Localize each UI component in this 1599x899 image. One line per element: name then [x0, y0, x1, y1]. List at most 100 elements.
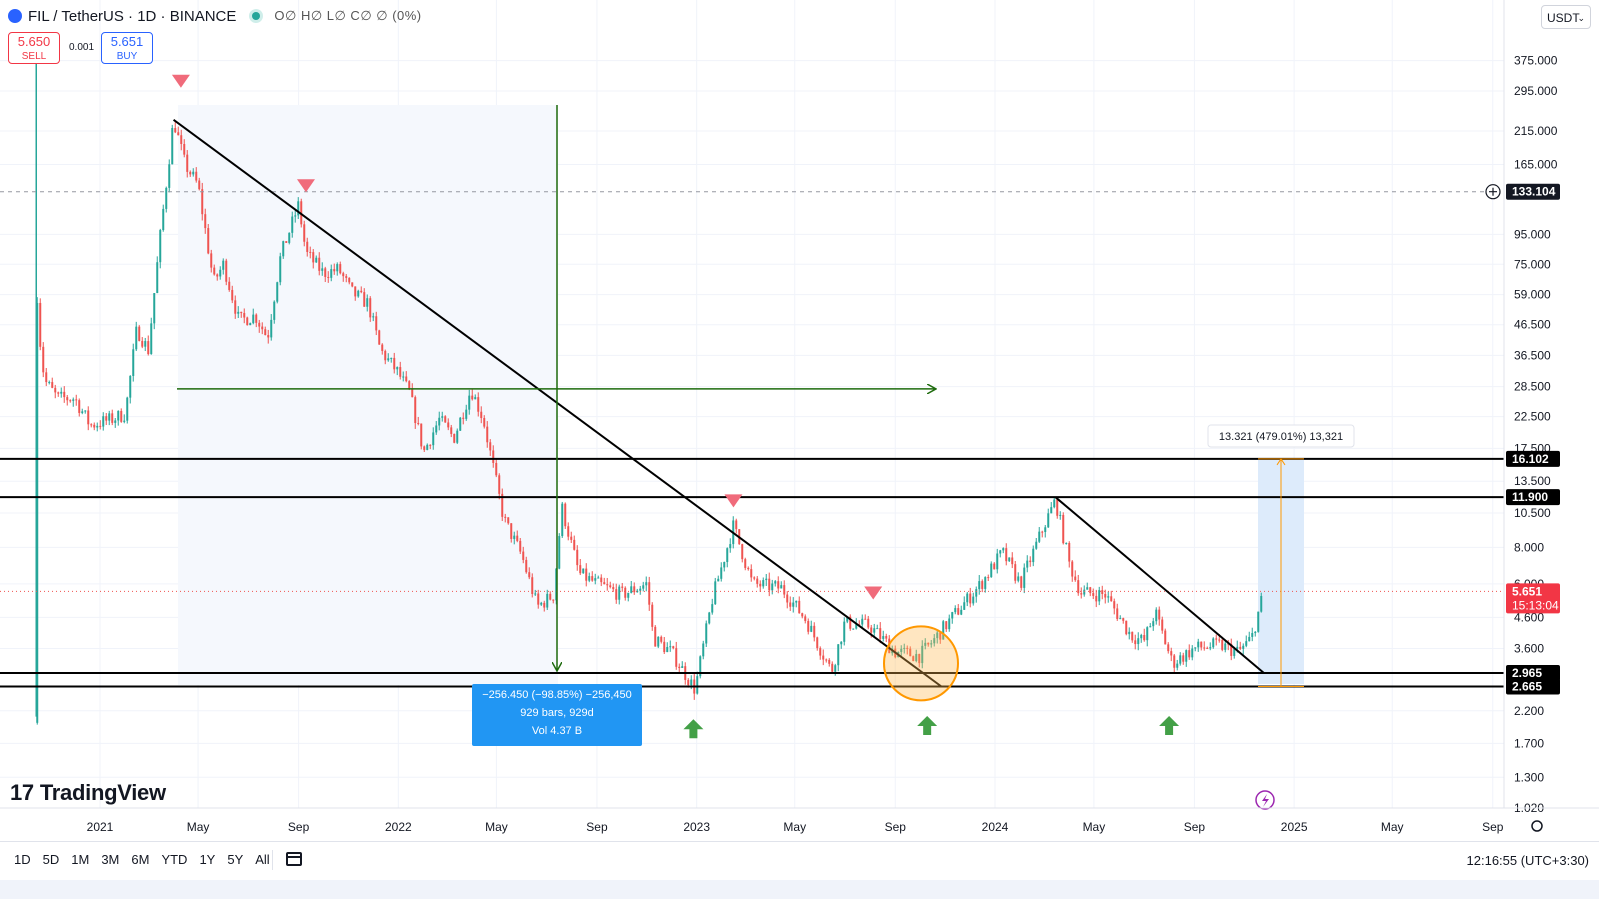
candle-body	[1170, 651, 1173, 656]
symbol-header: FIL / TetherUS · 1D · BINANCE O∅ H∅ L∅ C…	[8, 6, 422, 26]
candle-body	[204, 214, 207, 229]
candle-body	[1155, 609, 1158, 622]
candle-body	[504, 516, 507, 518]
candle-body	[111, 413, 114, 423]
candle-body	[1119, 618, 1122, 620]
candle-body	[654, 626, 657, 647]
candle-body	[969, 593, 972, 604]
range-1d[interactable]: 1D	[14, 852, 31, 867]
current-price-label-countdown: 15:13:04	[1512, 598, 1559, 612]
buy-marker-icon	[683, 719, 704, 739]
candle-body	[222, 260, 225, 270]
candle-body	[294, 215, 297, 217]
candle-body	[426, 444, 429, 450]
candle-body	[753, 577, 756, 579]
buy-marker-icon	[917, 716, 938, 736]
candle-body	[612, 587, 615, 590]
candle-body	[318, 257, 321, 271]
candle-body	[1242, 645, 1245, 649]
candle-body	[459, 417, 462, 431]
trend-line[interactable]	[1054, 496, 1265, 674]
tradingview-mark-icon: 17	[10, 780, 34, 805]
level-label-2965: 2.965	[1512, 666, 1542, 680]
candle-body	[216, 274, 219, 277]
candle-body	[1143, 635, 1146, 641]
chevron-down-icon: ⌄	[1577, 13, 1585, 23]
highlight-circle[interactable]	[883, 625, 959, 702]
candle-body	[279, 256, 282, 283]
candle-body	[303, 224, 306, 242]
candle-body	[117, 410, 120, 421]
candle-body	[699, 656, 702, 677]
candle-body	[543, 602, 546, 608]
candle-body	[741, 544, 744, 560]
candle-body	[828, 659, 831, 664]
candle-body	[948, 618, 951, 630]
sell-marker-icon	[296, 179, 315, 193]
candle-body	[903, 647, 906, 649]
candle-body	[1107, 596, 1110, 598]
x-tick-label: May	[1083, 820, 1106, 834]
candle-body	[879, 628, 882, 639]
candle-body	[1023, 567, 1026, 588]
candle-body	[576, 549, 579, 566]
candle-body	[120, 410, 123, 422]
candle-body	[237, 311, 240, 314]
candle-body	[657, 636, 660, 647]
candle-body	[954, 608, 957, 613]
candle-body	[1257, 611, 1260, 632]
buy-button[interactable]: 5.651 BUY	[101, 32, 153, 64]
candle-body	[78, 400, 81, 413]
candle-body	[822, 655, 825, 660]
candle-body	[783, 585, 786, 595]
candle-body	[1029, 560, 1032, 563]
candle-body	[573, 539, 576, 550]
candle-body	[165, 187, 168, 209]
gear-icon[interactable]	[1531, 820, 1543, 832]
candle-body	[549, 593, 552, 600]
crosshair-price-label: 133.104	[1512, 185, 1556, 199]
candle-body	[1101, 590, 1104, 594]
range-1y[interactable]: 1Y	[199, 852, 216, 867]
candle-body	[945, 621, 948, 630]
candle-body	[780, 585, 783, 589]
candle-body	[123, 420, 126, 422]
range-5y[interactable]: 5Y	[227, 852, 244, 867]
symbol-title[interactable]: FIL / TetherUS · 1D · BINANCE	[28, 7, 237, 25]
x-tick-label: Sep	[1184, 820, 1206, 834]
measure-info-line: 929 bars, 929d	[520, 707, 593, 719]
x-tick-label: 2025	[1281, 820, 1308, 834]
candle-body	[984, 577, 987, 589]
y-tick-label: 95.000	[1514, 227, 1551, 241]
candle-body	[1254, 631, 1257, 634]
range-all[interactable]: All	[255, 852, 270, 867]
candle-body	[807, 620, 810, 632]
calendar-icon[interactable]	[286, 852, 302, 866]
candle-body	[273, 301, 276, 320]
candle-body	[63, 391, 66, 398]
candle-body	[840, 641, 843, 645]
clock-timezone[interactable]: 12:16:55 (UTC+3:30)	[1466, 853, 1589, 868]
candle-body	[606, 584, 609, 586]
range-3m[interactable]: 3M	[101, 852, 120, 867]
range-6m[interactable]: 6M	[131, 852, 150, 867]
tradingview-logo[interactable]: 17 TradingView	[10, 780, 166, 806]
y-tick-label: 1.700	[1514, 736, 1544, 750]
candle-body	[1158, 609, 1161, 620]
candle-body	[801, 613, 804, 617]
range-ytd[interactable]: YTD	[161, 852, 188, 867]
candle-body	[369, 298, 372, 318]
candle-body	[99, 425, 102, 427]
candle-body	[972, 596, 975, 604]
candle-body	[324, 268, 327, 277]
price-chart[interactable]: −256.450 (−98.85%) −256,450 929 bars, 929…	[0, 0, 1599, 842]
candle-body	[1185, 650, 1188, 662]
candle-body	[996, 553, 999, 570]
currency-select[interactable]: USDT ⌄	[1541, 5, 1591, 29]
sell-button[interactable]: 5.650 SELL	[8, 32, 60, 64]
candle-body	[747, 567, 750, 570]
range-5d[interactable]: 5D	[42, 852, 60, 867]
candle-body	[171, 128, 174, 165]
candle-body	[933, 638, 936, 644]
range-1m[interactable]: 1M	[71, 852, 90, 867]
